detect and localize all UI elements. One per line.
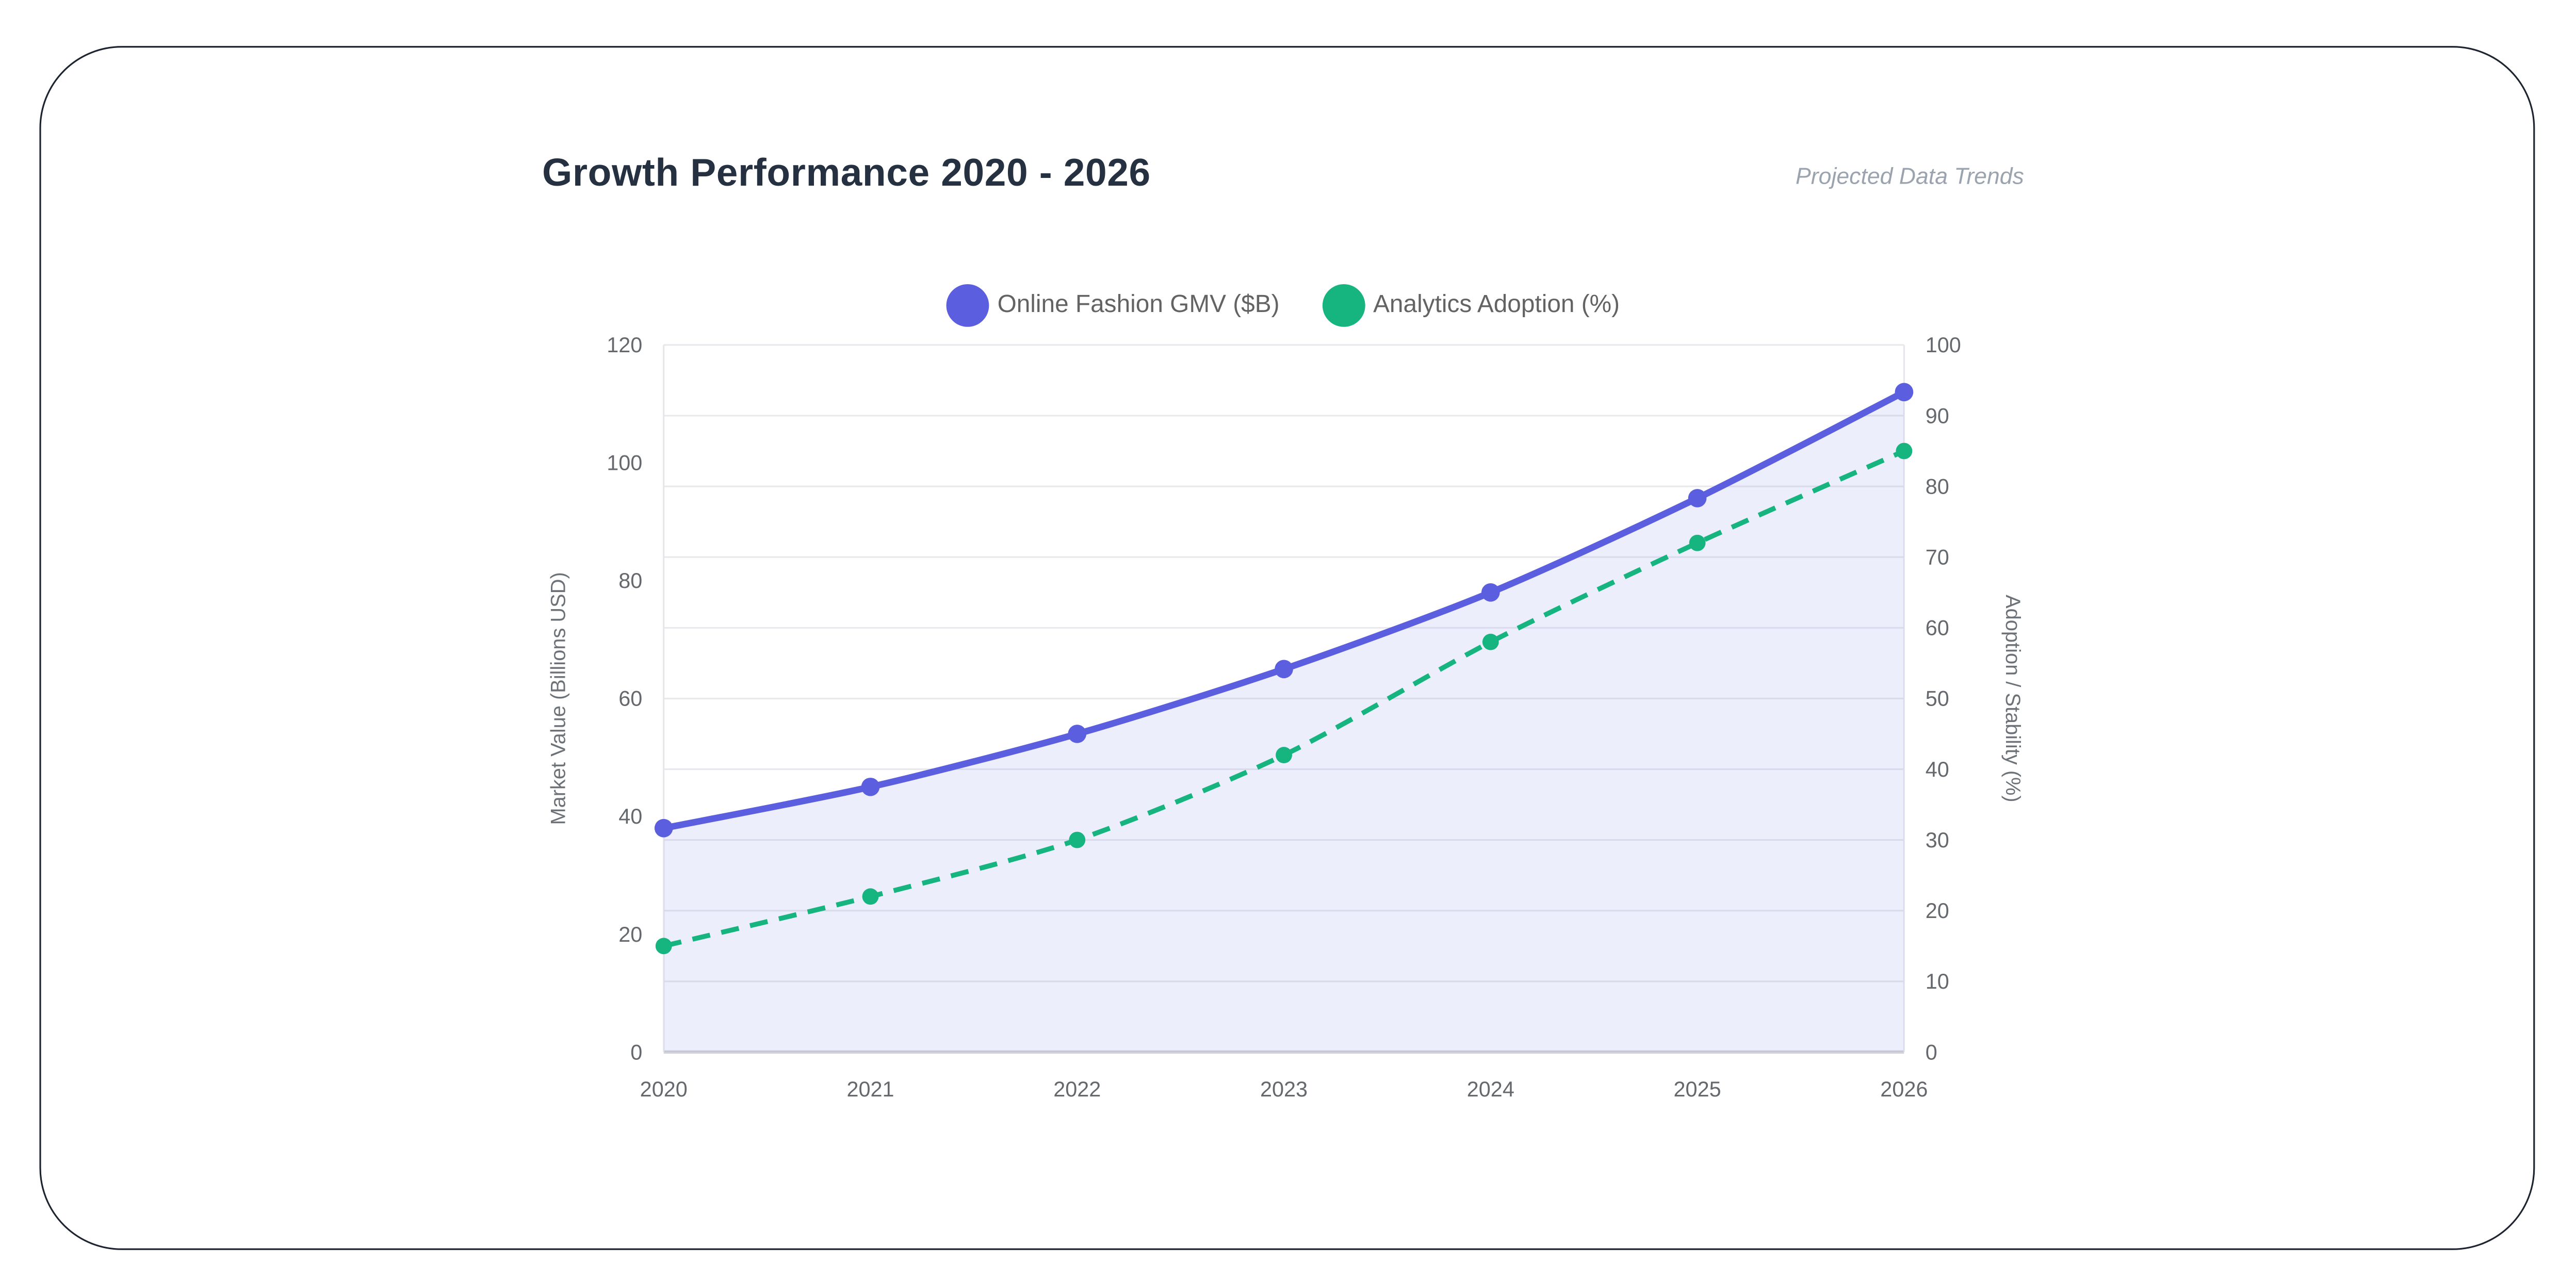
legend-marker-gmv-icon: [946, 284, 989, 327]
x-axis-tick: 2021: [846, 1077, 894, 1101]
gmv-point[interactable]: [1068, 725, 1087, 743]
right-axis-title: Adoption / Stability (%): [2001, 595, 2024, 802]
legend-label-gmv: Online Fashion GMV ($B): [997, 290, 1280, 319]
chart-card: [39, 46, 2535, 1250]
x-axis-tick: 2026: [1880, 1077, 1928, 1101]
x-axis-tick: 2025: [1674, 1077, 1721, 1101]
right-axis-tick: 70: [1926, 546, 1949, 569]
right-axis-tick: 40: [1926, 758, 1949, 781]
adoption-point[interactable]: [1069, 831, 1086, 848]
adoption-point[interactable]: [1896, 443, 1913, 460]
gmv-point[interactable]: [1688, 489, 1707, 507]
right-axis-tick: 100: [1926, 333, 1961, 357]
adoption-point[interactable]: [1482, 633, 1499, 650]
left-axis-tick: 80: [618, 569, 642, 593]
adoption-point[interactable]: [655, 938, 672, 955]
chart-title: Growth Performance 2020 - 2026: [542, 151, 1151, 194]
x-axis-tick: 2023: [1260, 1077, 1308, 1101]
adoption-point[interactable]: [862, 888, 879, 905]
x-axis-tick: 2024: [1467, 1077, 1514, 1101]
right-axis-tick: 0: [1926, 1040, 1937, 1064]
left-axis-tick: 100: [607, 451, 642, 475]
left-axis-title: Market Value (Billions USD): [547, 572, 570, 825]
adoption-point[interactable]: [1276, 747, 1292, 764]
legend-marker-adoption-icon: [1322, 284, 1365, 327]
gmv-point[interactable]: [861, 777, 880, 796]
left-axis-tick: 40: [618, 805, 642, 828]
gmv-area-fill: [663, 392, 1904, 1052]
gmv-point[interactable]: [654, 818, 673, 838]
right-axis-tick: 10: [1926, 970, 1949, 993]
legend-label-adoption: Analytics Adoption (%): [1373, 290, 1620, 319]
x-axis-tick: 2020: [640, 1077, 688, 1101]
legend-item-gmv[interactable]: Online Fashion GMV ($B): [946, 284, 1280, 327]
legend: Online Fashion GMV ($B) Analytics Adopti…: [542, 284, 2024, 327]
left-axis-tick: 0: [630, 1040, 642, 1064]
right-axis-tick: 50: [1926, 687, 1949, 711]
gmv-point[interactable]: [1275, 660, 1293, 679]
x-axis-tick: 2022: [1053, 1077, 1101, 1101]
adoption-point[interactable]: [1689, 534, 1706, 551]
right-axis-tick: 20: [1926, 899, 1949, 923]
chart-subtitle: Projected Data Trends: [1796, 162, 2024, 189]
left-axis-tick: 20: [618, 923, 642, 946]
right-axis-tick: 90: [1926, 404, 1949, 428]
gmv-point[interactable]: [1895, 383, 1914, 402]
right-axis-tick: 30: [1926, 828, 1949, 852]
right-axis-tick: 80: [1926, 474, 1949, 498]
gmv-point[interactable]: [1481, 583, 1500, 602]
left-axis-tick: 60: [618, 687, 642, 711]
left-axis-tick: 120: [607, 333, 642, 357]
legend-item-adoption[interactable]: Analytics Adoption (%): [1322, 284, 1620, 327]
right-axis-tick: 60: [1926, 616, 1949, 640]
